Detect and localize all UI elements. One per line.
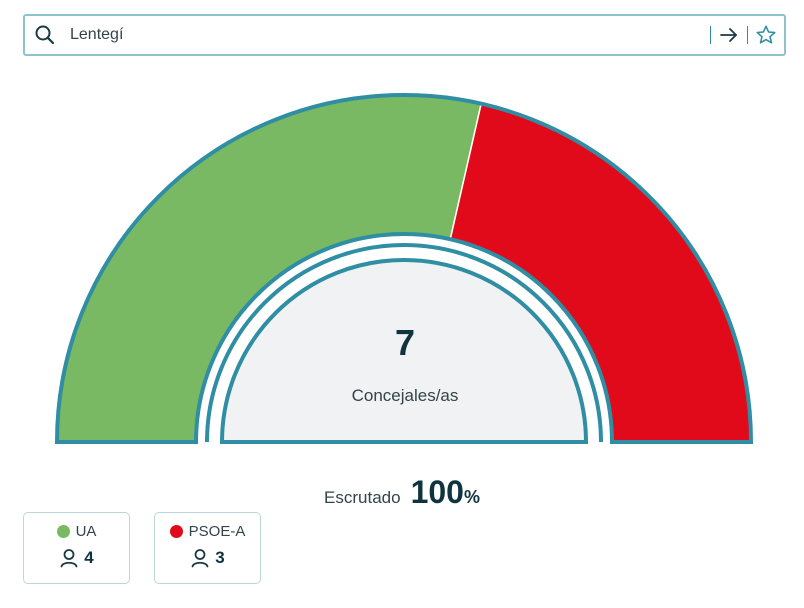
- separator: [710, 26, 711, 44]
- scrutiny-unit: %: [463, 487, 480, 507]
- total-seats: 7: [394, 322, 416, 363]
- party-card-ua[interactable]: UA 4: [23, 512, 130, 584]
- party-seats: 4: [84, 548, 94, 567]
- party-color-dot: [169, 525, 183, 538]
- party-name: UA: [75, 523, 97, 540]
- party-name: PSOE-A: [188, 523, 246, 540]
- arrow-right-icon[interactable]: [715, 21, 743, 49]
- chart-center-area: [219, 258, 589, 444]
- scrutiny-label: Escrutado: [324, 488, 401, 507]
- party-card-psoe-a[interactable]: PSOE-A 3: [154, 512, 261, 584]
- chart-outer-border: [54, 93, 754, 444]
- hemicycle-chart: [54, 93, 754, 444]
- separator: [747, 26, 748, 44]
- scrutiny-summary: Escrutado 100 %: [0, 474, 804, 511]
- total-seats-label: Concejales/as: [351, 386, 459, 405]
- search-icon[interactable]: [34, 24, 56, 46]
- person-icon: [190, 548, 210, 568]
- search-bar[interactable]: [23, 14, 786, 56]
- person-icon: [59, 548, 79, 568]
- search-input[interactable]: [70, 20, 710, 50]
- star-icon[interactable]: [752, 21, 780, 49]
- scrutiny-value: 100: [410, 474, 464, 510]
- party-seats: 3: [215, 548, 225, 567]
- party-color-dot: [56, 525, 70, 538]
